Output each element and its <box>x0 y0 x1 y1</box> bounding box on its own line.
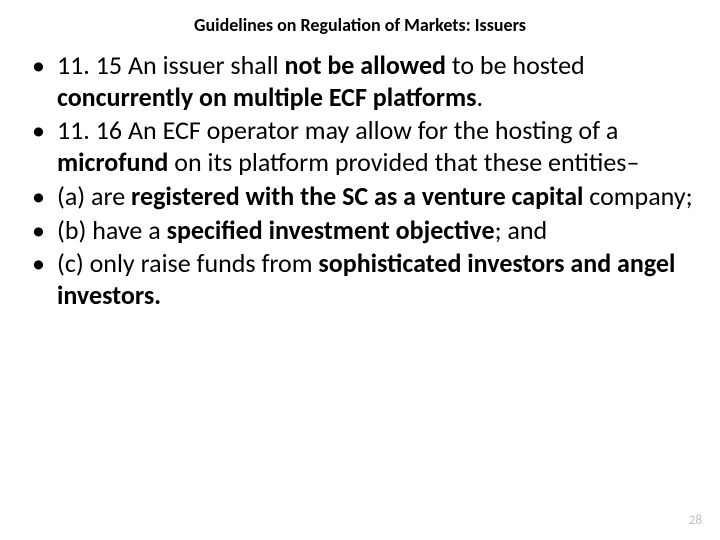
bullet-marker-icon: • <box>32 181 45 213</box>
bullet-text-part: concurrently on multiple ECF platforms <box>57 81 477 113</box>
bullet-marker-icon: • <box>32 50 45 82</box>
bullet-text-part: (b) have a <box>57 214 167 246</box>
page-number: 28 <box>689 513 702 528</box>
bullet-text-part: (a) are <box>57 180 131 212</box>
bullet-list: • 11. 15 An issuer shall not be allowed t… <box>24 50 696 312</box>
bullet-marker-icon: • <box>32 248 45 280</box>
bullet-text-part: not be allowed <box>285 49 452 81</box>
bullet-text-part: ; and <box>495 214 548 246</box>
bullet-text-part: 11. 16 An ECF operator may allow for the… <box>57 114 618 146</box>
slide-title: Guidelines on Regulation of Markets: Iss… <box>24 14 696 36</box>
bullet-marker-icon: • <box>32 115 45 147</box>
bullet-item: • (b) have a specified investment objecti… <box>30 215 696 247</box>
bullet-item: • 11. 16 An ECF operator may allow for th… <box>30 115 696 178</box>
bullet-text-part: company; <box>589 180 692 212</box>
bullet-item: • 11. 15 An issuer shall not be allowed t… <box>30 50 696 113</box>
slide-container: Guidelines on Regulation of Markets: Iss… <box>0 0 720 540</box>
bullet-text-part: registered with the SC as a venture capi… <box>131 180 589 212</box>
bullet-text-part: (c) only raise funds from <box>57 247 318 279</box>
bullet-text: 11. 15 An issuer shall not be allowed to… <box>57 50 696 113</box>
bullet-item: • (c) only raise funds from sophisticated… <box>30 248 696 311</box>
bullet-text-part: 11. 15 An issuer shall <box>57 49 285 81</box>
bullet-text-part: microfund <box>57 146 174 178</box>
bullet-text-part: . <box>476 81 483 113</box>
bullet-text-part: specified investment objective <box>167 214 495 246</box>
bullet-text-part: to be hosted <box>452 49 585 81</box>
bullet-text: (a) are registered with the SC as a vent… <box>57 181 696 213</box>
bullet-text: (c) only raise funds from sophisticated … <box>57 248 696 311</box>
bullet-text: 11. 16 An ECF operator may allow for the… <box>57 115 696 178</box>
bullet-marker-icon: • <box>32 215 45 247</box>
bullet-text: (b) have a specified investment objectiv… <box>57 215 696 247</box>
bullet-text-part: on its platform provided that these enti… <box>174 146 639 178</box>
bullet-item: • (a) are registered with the SC as a ven… <box>30 181 696 213</box>
